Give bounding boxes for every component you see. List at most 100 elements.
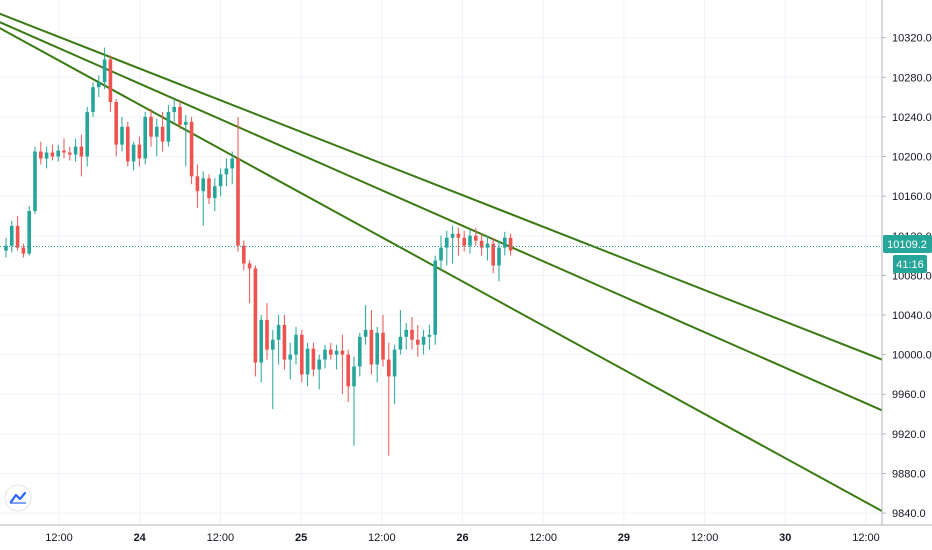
candle bbox=[143, 111, 147, 165]
candle bbox=[497, 240, 501, 282]
candle bbox=[230, 151, 234, 185]
price-tick-label: 10240.0 bbox=[892, 112, 932, 124]
price-tick-label: 10320.0 bbox=[892, 33, 932, 45]
candle-body bbox=[474, 235, 478, 241]
candle bbox=[392, 344, 397, 405]
candle bbox=[427, 324, 432, 350]
candle bbox=[503, 231, 507, 256]
candle-body bbox=[392, 349, 397, 377]
candle bbox=[439, 235, 443, 271]
candle bbox=[108, 55, 113, 112]
candle-body bbox=[497, 247, 501, 266]
candle bbox=[224, 158, 229, 187]
candle-body bbox=[329, 349, 333, 355]
candle bbox=[120, 116, 124, 152]
candle bbox=[97, 75, 101, 98]
candle bbox=[62, 138, 66, 159]
candle bbox=[294, 326, 298, 365]
candle-body bbox=[323, 349, 327, 360]
price-tick-label: 10080.0 bbox=[892, 270, 932, 282]
bar-countdown-value: 41:16 bbox=[896, 259, 924, 271]
candle bbox=[311, 342, 316, 377]
candle-body bbox=[387, 359, 391, 377]
candle-body bbox=[485, 243, 490, 248]
candle-body bbox=[172, 106, 176, 112]
candle bbox=[416, 324, 420, 357]
candle-body bbox=[56, 150, 60, 157]
candle-body bbox=[155, 126, 159, 137]
price-tick-label: 10160.0 bbox=[892, 191, 932, 203]
candle-body bbox=[131, 144, 136, 162]
candle-body bbox=[149, 116, 153, 137]
candle bbox=[358, 332, 362, 377]
candle bbox=[178, 101, 182, 129]
candle bbox=[410, 316, 414, 350]
candle-body bbox=[4, 245, 8, 251]
price-tick-label: 9880.0 bbox=[892, 468, 926, 480]
candle-body bbox=[189, 121, 194, 177]
candle-body bbox=[143, 116, 147, 159]
candle bbox=[334, 344, 339, 370]
candle-body bbox=[276, 324, 281, 340]
candle bbox=[456, 227, 461, 256]
time-tick-label: 26 bbox=[456, 532, 468, 544]
last-price-value: 10109.2 bbox=[887, 239, 927, 251]
candle-body bbox=[346, 354, 350, 387]
candle-body bbox=[404, 329, 408, 337]
candle bbox=[288, 342, 292, 380]
candle-body bbox=[236, 158, 240, 246]
candle-body bbox=[508, 237, 513, 251]
last-price-label: 10109.2 bbox=[883, 235, 932, 253]
candle-body bbox=[427, 334, 432, 337]
candle bbox=[33, 146, 37, 214]
candle-body bbox=[73, 146, 78, 155]
candle bbox=[149, 108, 153, 147]
candle bbox=[4, 237, 8, 258]
candle-body bbox=[271, 339, 275, 350]
candle-body bbox=[317, 359, 321, 370]
candle-body bbox=[242, 245, 246, 264]
candle-body bbox=[27, 210, 31, 254]
candle bbox=[207, 174, 211, 205]
trendlines[interactable] bbox=[0, 10, 932, 543]
candle-body bbox=[253, 268, 258, 363]
tradingview-logo-icon[interactable] bbox=[4, 484, 32, 512]
time-axis-ticks: 12:00 24 12:00 25 12:00 26 12:00 29 12:00 30 12:00 bbox=[45, 532, 880, 544]
candle bbox=[44, 146, 49, 169]
price-tick-label: 9960.0 bbox=[892, 389, 926, 401]
candle-body bbox=[381, 332, 385, 360]
candle bbox=[137, 136, 142, 167]
candle-body bbox=[288, 354, 292, 360]
candle-body bbox=[50, 152, 55, 157]
candle-body bbox=[503, 237, 507, 248]
candle bbox=[218, 168, 223, 197]
time-tick-label: 12:00 bbox=[207, 532, 235, 544]
candle bbox=[323, 344, 327, 369]
candle bbox=[79, 134, 84, 177]
trendline[interactable] bbox=[0, 10, 932, 382]
candle-body bbox=[479, 240, 484, 248]
trendline[interactable] bbox=[0, 18, 932, 436]
price-tick-label: 9920.0 bbox=[892, 429, 926, 441]
candle bbox=[468, 229, 472, 254]
candle bbox=[491, 237, 495, 274]
candle-body bbox=[491, 243, 495, 266]
candle-body bbox=[224, 168, 229, 175]
candle-body bbox=[39, 151, 43, 159]
candle bbox=[114, 99, 118, 157]
candle-body bbox=[445, 237, 449, 248]
candle-body bbox=[97, 82, 101, 88]
time-tick-label: 29 bbox=[618, 532, 630, 544]
candle bbox=[381, 315, 385, 367]
candle-body bbox=[282, 324, 287, 360]
time-axis[interactable] bbox=[0, 525, 932, 550]
candle bbox=[131, 141, 136, 171]
candle bbox=[479, 233, 484, 256]
candle-body bbox=[108, 59, 113, 103]
candle bbox=[462, 230, 466, 252]
candle-body bbox=[114, 102, 118, 145]
candle-body bbox=[10, 225, 14, 246]
trendline[interactable] bbox=[0, 23, 932, 543]
candle bbox=[50, 144, 55, 161]
